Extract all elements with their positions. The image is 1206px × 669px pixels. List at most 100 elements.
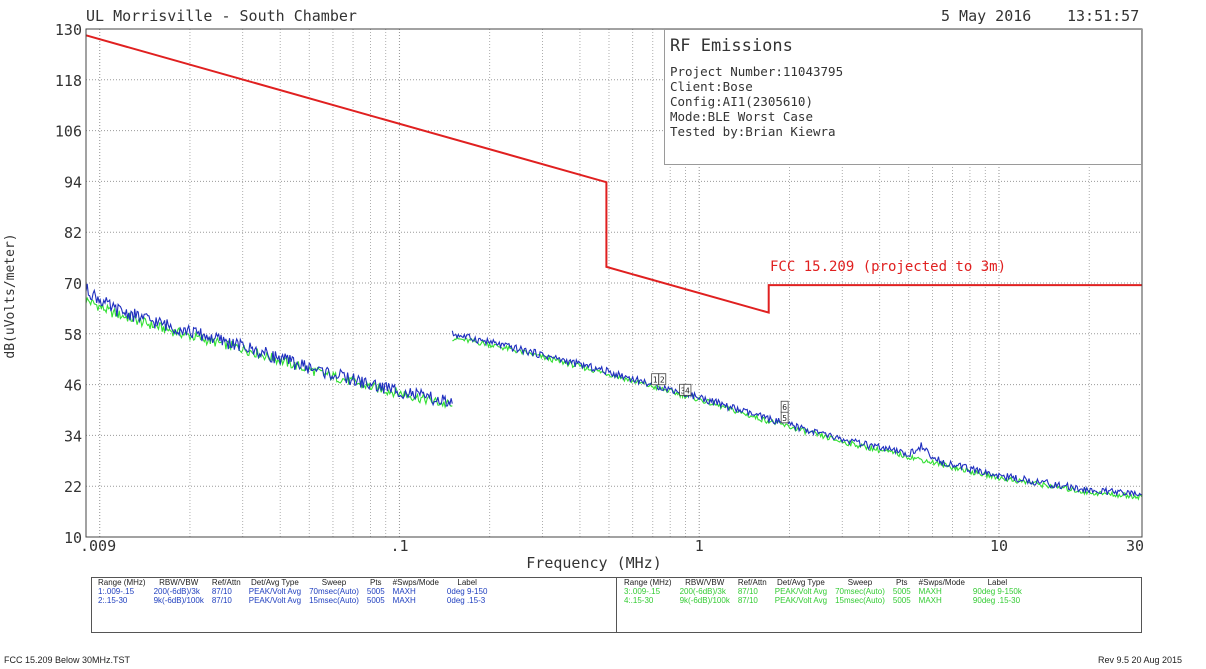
cell: 0deg 9-150	[446, 587, 488, 596]
y-tick-label: 22	[64, 478, 82, 496]
site-title: UL Morrisville - South Chamber	[86, 7, 357, 25]
x-tick-label: 1	[695, 537, 704, 555]
header-swps-mode: #Swps/Mode	[392, 578, 439, 587]
cell: MAXH	[392, 596, 416, 605]
cell: 90deg 9-150k	[972, 587, 1022, 596]
settings-right-half: Range (MHz) RBW/VBW Ref/Attn Det/Avg Typ…	[620, 578, 1026, 632]
header-range: Range (MHz)	[98, 578, 146, 587]
y-tick-label: 82	[64, 224, 82, 242]
header-det-avg: Det/Avg Type	[251, 578, 299, 587]
marker-label: 3	[681, 386, 686, 395]
y-tick-label: 10	[64, 529, 82, 547]
info-tested-by: Tested by:Brian Kiewra	[670, 124, 836, 139]
cell: 3:.009-.15	[624, 587, 661, 596]
cell: 9k(-6dB)/100k	[153, 596, 204, 605]
y-axis-label: dB(uVolts/meter)	[3, 233, 18, 358]
y-tick-label: 118	[55, 72, 82, 90]
cell: 87/10	[211, 587, 232, 596]
header-pts: Pts	[369, 578, 382, 587]
header-range: Range (MHz)	[624, 578, 672, 587]
header-rbw-vbw: RBW/VBW	[159, 578, 199, 587]
marker-label: 6	[782, 403, 787, 412]
cell: 0deg .15-3	[446, 596, 486, 605]
cell: MAXH	[392, 587, 416, 596]
info-mode: Mode:BLE Worst Case	[670, 109, 813, 124]
marker-box	[683, 383, 692, 396]
footer-revision: Rev 9.5 20 Aug 2015	[1098, 655, 1183, 665]
peak-trace-segment	[451, 330, 1142, 498]
table-row: 2:.15-30 9k(-6dB)/100k 87/10 PEAK/Volt A…	[94, 596, 491, 605]
x-tick-label: 30	[1126, 537, 1144, 555]
cell: 200(-6dB)/3k	[679, 587, 726, 596]
header-sweep: Sweep	[847, 578, 873, 587]
settings-left-half: Range (MHz) RBW/VBW Ref/Attn Det/Avg Typ…	[94, 578, 491, 632]
header-rbw-vbw: RBW/VBW	[685, 578, 725, 587]
settings-divider	[616, 578, 617, 632]
cell: PEAK/Volt Avg	[248, 596, 302, 605]
header-ref-attn: Ref/Attn	[211, 578, 241, 587]
cell: PEAK/Volt Avg	[248, 587, 302, 596]
header-det-avg: Det/Avg Type	[777, 578, 825, 587]
info-box-title: RF Emissions	[670, 36, 793, 56]
settings-header-row: Range (MHz) RBW/VBW Ref/Attn Det/Avg Typ…	[620, 578, 1026, 587]
header-swps-mode: #Swps/Mode	[918, 578, 965, 587]
info-config: Config:AI1(2305610)	[670, 94, 813, 109]
y-tick-label: 34	[64, 427, 82, 445]
marker-label: 5	[782, 414, 787, 423]
cell: 70msec(Auto)	[835, 587, 885, 596]
test-time: 13:51:57	[1067, 7, 1140, 25]
y-tick-label: 46	[64, 377, 82, 395]
test-date: 5 May 2016	[941, 7, 1032, 25]
measurement-settings-table: Range (MHz) RBW/VBW Ref/Attn Det/Avg Typ…	[91, 577, 1142, 633]
y-tick-label: 94	[64, 173, 82, 191]
y-tick-label: 130	[55, 21, 82, 39]
cell: 87/10	[737, 587, 758, 596]
marker-label: 4	[685, 386, 690, 395]
marker-box	[658, 373, 667, 386]
cell: 87/10	[211, 596, 232, 605]
cell: 5005	[366, 587, 385, 596]
cell: 200(-6dB)/3k	[153, 587, 200, 596]
cell: 9k(-6dB)/100k	[679, 596, 730, 605]
cell: 1:.009-.15	[98, 587, 135, 596]
cell: 87/10	[737, 596, 758, 605]
x-axis-label: Frequency (MHz)	[526, 554, 661, 572]
cell: 70msec(Auto)	[309, 587, 359, 596]
info-project-number: Project Number:11043795	[670, 64, 844, 79]
limit-line-group	[85, 34, 1142, 314]
table-row: 1:.009-.15 200(-6dB)/3k 87/10 PEAK/Volt …	[94, 587, 491, 596]
peak-trace-segment	[85, 283, 453, 407]
x-tick-label: 10	[990, 537, 1008, 555]
cell: MAXH	[918, 596, 942, 605]
cell: 15msec(Auto)	[835, 596, 885, 605]
cell: 90deg .15-30	[972, 596, 1021, 605]
y-tick-label: 58	[64, 326, 82, 344]
marker-box	[780, 400, 789, 413]
header-label: Label	[987, 578, 1008, 587]
info-box: RF Emissions Project Number:11043795 Cli…	[664, 29, 1142, 165]
cell: 5005	[892, 596, 911, 605]
cell: 2:.15-30	[98, 596, 128, 605]
plot-frame	[85, 28, 1143, 538]
cell: 5005	[366, 596, 385, 605]
marker-group: 1 23 456	[651, 373, 789, 424]
marker-label: 2	[660, 376, 665, 385]
header-label: Label	[457, 578, 477, 587]
x-tick-label: .009	[80, 537, 116, 555]
header-pts: Pts	[895, 578, 908, 587]
cell: 5005	[892, 587, 911, 596]
average-trace-segment	[452, 335, 1143, 501]
cell: 15msec(Auto)	[309, 596, 359, 605]
header-sweep: Sweep	[321, 578, 347, 587]
settings-header-row: Range (MHz) RBW/VBW Ref/Attn Det/Avg Typ…	[94, 578, 491, 587]
table-row: 3:.009-.15 200(-6dB)/3k 87/10 PEAK/Volt …	[620, 587, 1026, 596]
fcc-limit-line	[85, 34, 1142, 314]
footer-test-file: FCC 15.209 Below 30MHz.TST	[4, 655, 131, 665]
header-ref-attn: Ref/Attn	[737, 578, 767, 587]
cell: MAXH	[918, 587, 942, 596]
marker-label: 1	[653, 376, 658, 385]
cell: PEAK/Volt Avg	[774, 596, 828, 605]
info-client: Client:Bose	[670, 79, 753, 94]
limit-line-label: FCC 15.209 (projected to 3m)	[770, 259, 1006, 275]
